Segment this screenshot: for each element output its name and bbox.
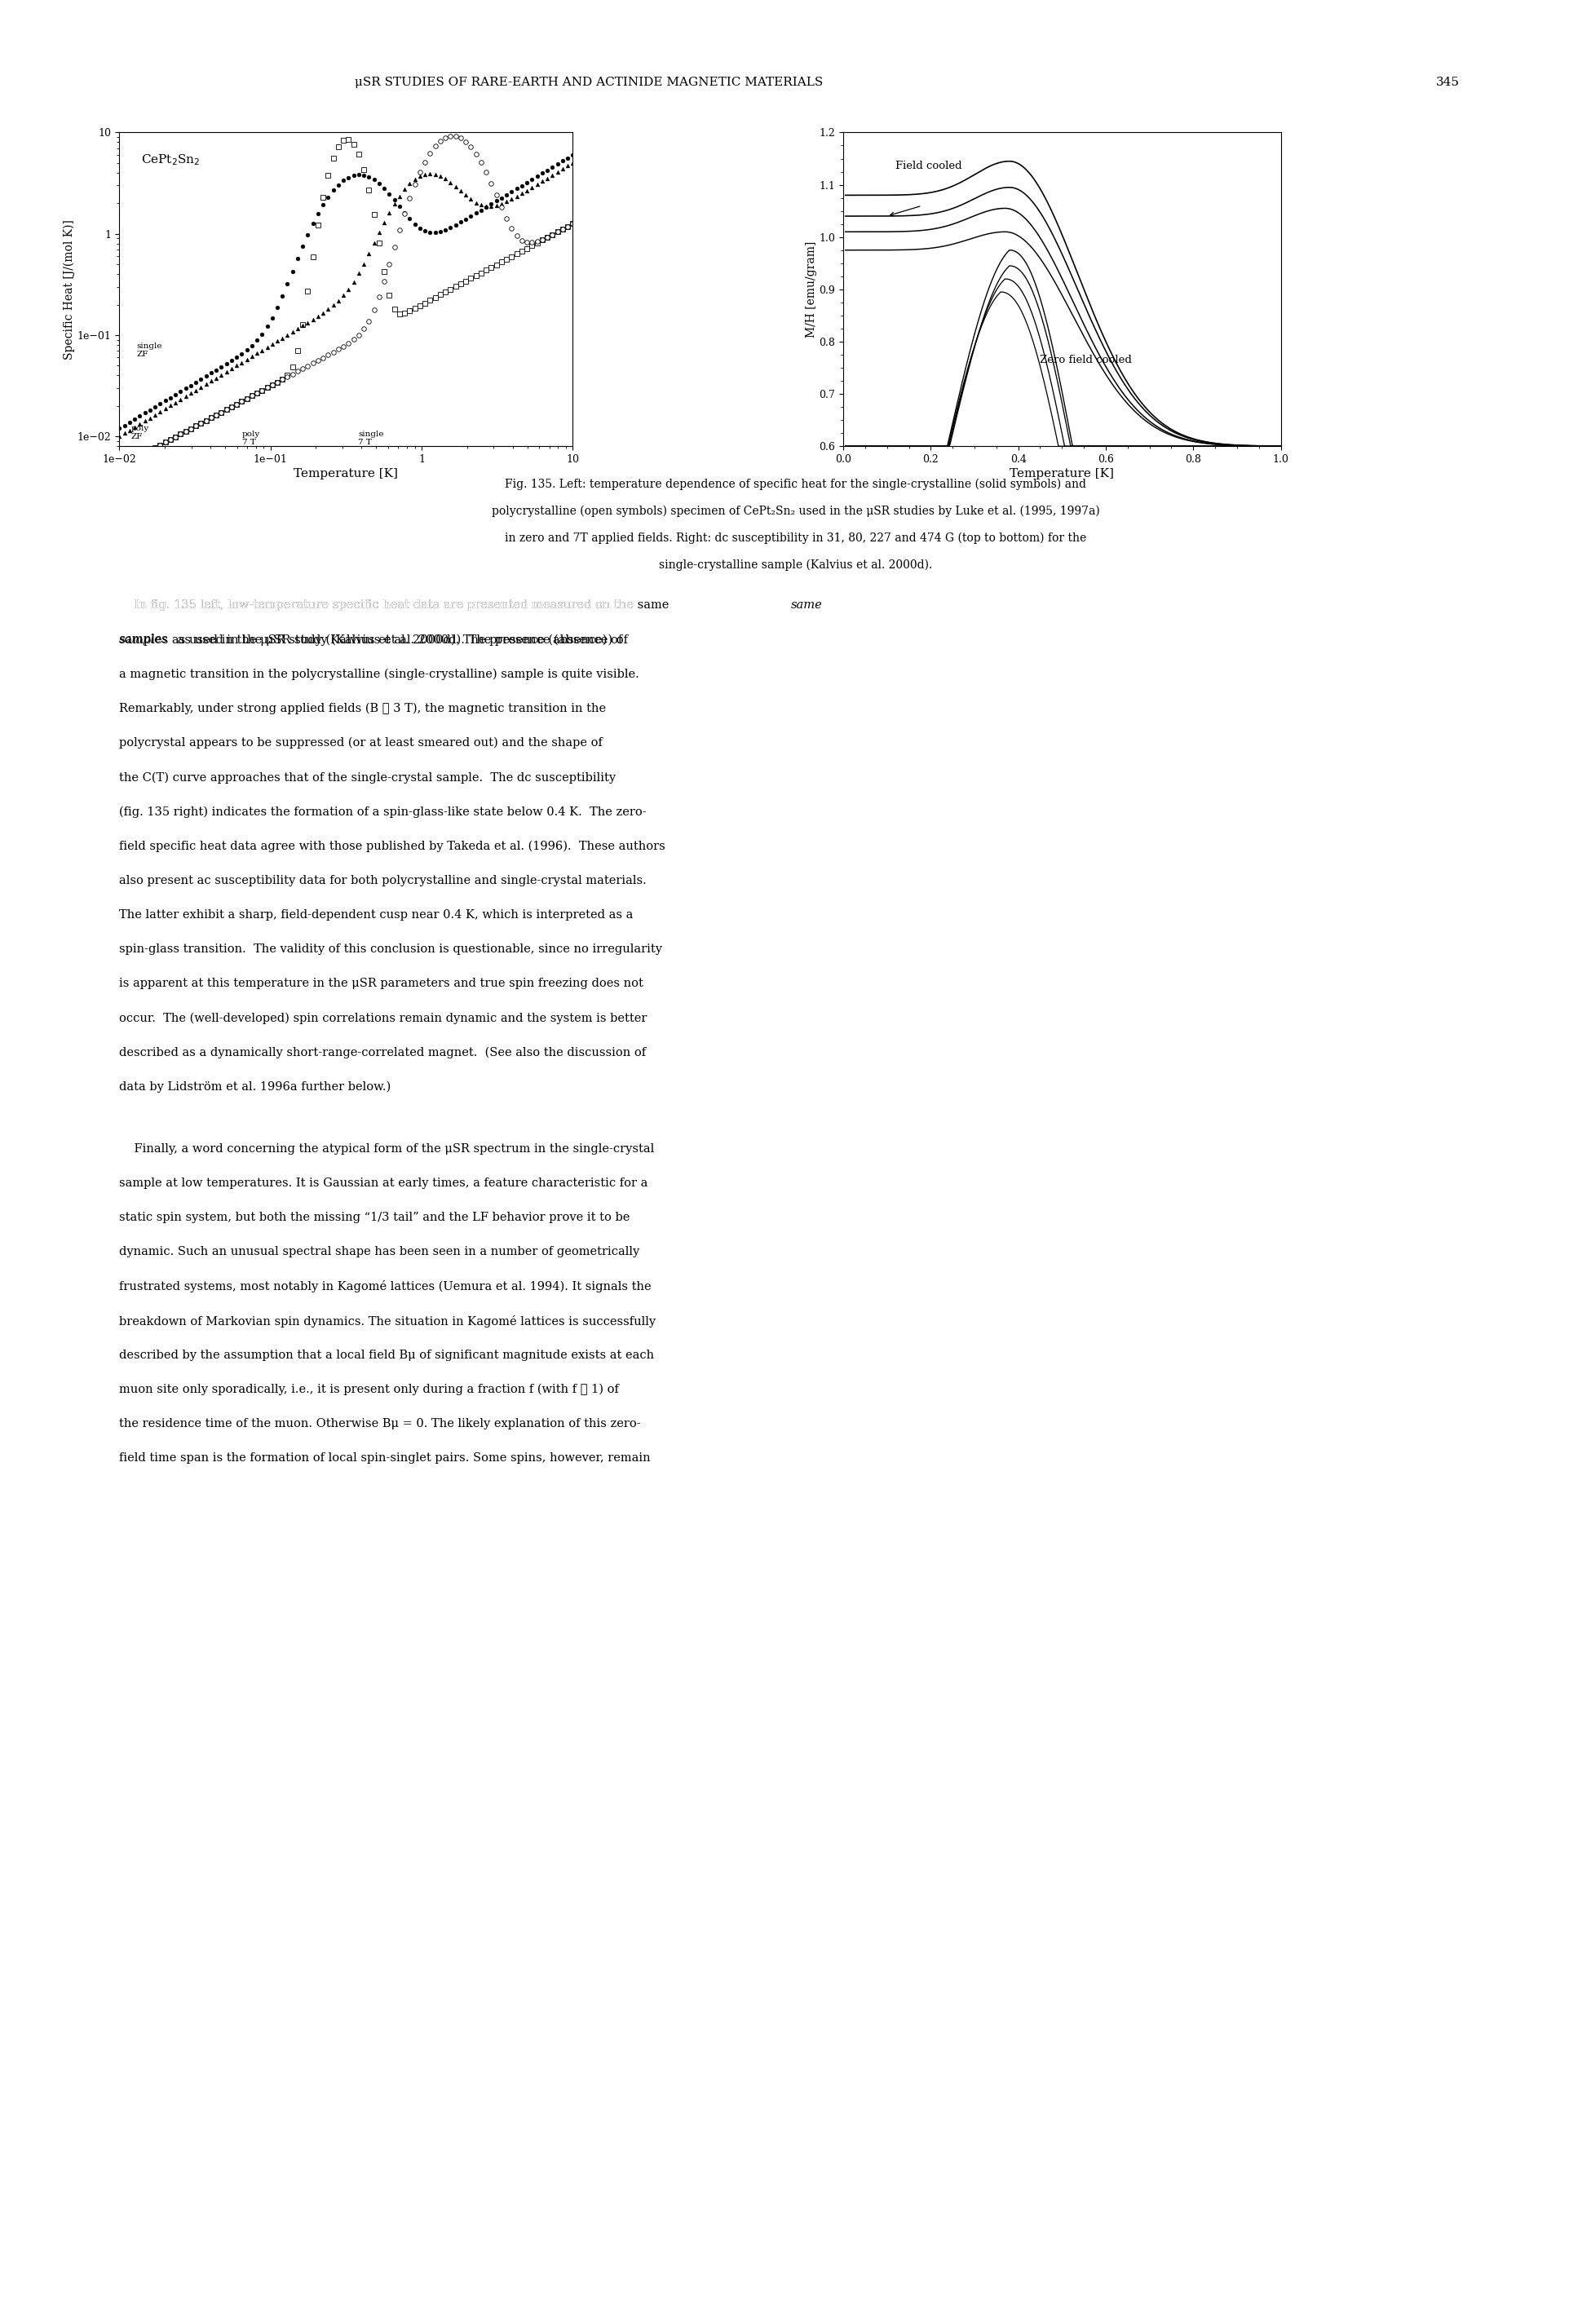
Text: Fig. 135. Left: temperature dependence of specific heat for the single-crystalli: Fig. 135. Left: temperature dependence o… xyxy=(504,479,1087,490)
Text: Remarkably, under strong applied fields (B ≧ 3 T), the magnetic transition in th: Remarkably, under strong applied fields … xyxy=(119,702,606,713)
Text: 345: 345 xyxy=(1437,77,1459,88)
Text: also present ac susceptibility data for both polycrystalline and single-crystal : also present ac susceptibility data for … xyxy=(119,874,646,885)
Text: μSR STUDIES OF RARE-EARTH AND ACTINIDE MAGNETIC MATERIALS: μSR STUDIES OF RARE-EARTH AND ACTINIDE M… xyxy=(355,77,823,88)
X-axis label: Temperature [K]: Temperature [K] xyxy=(294,467,398,479)
Text: frustrated systems, most notably in Kagomé lattices (Uemura et al. 1994). It sig: frustrated systems, most notably in Kago… xyxy=(119,1281,652,1292)
Text: polycrystal appears to be suppressed (or at least smeared out) and the shape of: polycrystal appears to be suppressed (or… xyxy=(119,737,603,748)
Text: poly
ZF: poly ZF xyxy=(132,425,150,442)
Text: field time span is the formation of local spin-singlet pairs. Some spins, howeve: field time span is the formation of loca… xyxy=(119,1452,651,1464)
Text: In fig. 135 left, low-temperature specific heat data are presented measured on t: In fig. 135 left, low-temperature specif… xyxy=(119,600,670,611)
Text: data by Lidström et al. 1996a further below.): data by Lidström et al. 1996a further be… xyxy=(119,1081,391,1092)
Text: occur.  The (well-developed) spin correlations remain dynamic and the system is : occur. The (well-developed) spin correla… xyxy=(119,1013,648,1025)
Text: samples as used in the μSR study (Kalvius et al. 2000d). The presence (absence) : samples as used in the μSR study (Kalviu… xyxy=(119,634,622,646)
Text: dynamic. Such an unusual spectral shape has been seen in a number of geometrical: dynamic. Such an unusual spectral shape … xyxy=(119,1246,640,1257)
Text: Finally, a word concerning the atypical form of the μSR spectrum in the single-c: Finally, a word concerning the atypical … xyxy=(119,1143,654,1155)
Text: single
7 T: single 7 T xyxy=(358,430,383,446)
Text: in zero and 7T applied fields. Right: dc susceptibility in 31, 80, 227 and 474 G: in zero and 7T applied fields. Right: dc… xyxy=(504,532,1087,544)
Text: poly
7 T: poly 7 T xyxy=(242,430,261,446)
Text: polycrystalline (open symbols) specimen of CePt₂Sn₂ used in the μSR studies by L: polycrystalline (open symbols) specimen … xyxy=(492,504,1099,518)
Text: a magnetic transition in the polycrystalline (single-crystalline) sample is quit: a magnetic transition in the polycrystal… xyxy=(119,669,640,681)
Text: described by the assumption that a local field Bμ of significant magnitude exist: described by the assumption that a local… xyxy=(119,1350,654,1362)
Y-axis label: M/H [emu/gram]: M/H [emu/gram] xyxy=(805,242,816,337)
Text: samples: samples xyxy=(119,634,169,646)
Text: CePt$_2$Sn$_2$: CePt$_2$Sn$_2$ xyxy=(142,153,200,167)
Text: static spin system, but both the missing “1/3 tail” and the LF behavior prove it: static spin system, but both the missing… xyxy=(119,1211,630,1222)
Text: is apparent at this temperature in the μSR parameters and true spin freezing doe: is apparent at this temperature in the μ… xyxy=(119,978,644,990)
Text: Field cooled: Field cooled xyxy=(896,160,963,172)
Text: The latter exhibit a sharp, field-dependent cusp near 0.4 K, which is interprete: The latter exhibit a sharp, field-depend… xyxy=(119,909,633,920)
Text: In fig. 135 left, low-temperature specific heat data are presented measured on t: In fig. 135 left, low-temperature specif… xyxy=(119,600,638,611)
Text: muon site only sporadically, i.e., it is present only during a fraction f (with : muon site only sporadically, i.e., it is… xyxy=(119,1383,619,1394)
Text: spin-glass transition.  The validity of this conclusion is questionable, since n: spin-glass transition. The validity of t… xyxy=(119,944,662,955)
Text: same: same xyxy=(791,600,823,611)
Text: described as a dynamically short-range-correlated magnet.  (See also the discuss: described as a dynamically short-range-c… xyxy=(119,1046,646,1057)
Text: sample at low temperatures. It is Gaussian at early times, a feature characteris: sample at low temperatures. It is Gaussi… xyxy=(119,1178,648,1190)
Text: breakdown of Markovian spin dynamics. The situation in Kagomé lattices is succes: breakdown of Markovian spin dynamics. Th… xyxy=(119,1315,655,1327)
Text: single
ZF: single ZF xyxy=(137,342,162,358)
X-axis label: Temperature [K]: Temperature [K] xyxy=(1010,467,1114,479)
Text: as used in the μSR study (Kalvius et al. 2000d). The presence (absence) of: as used in the μSR study (Kalvius et al.… xyxy=(173,634,627,646)
Text: single-crystalline sample (Kalvius et al. 2000d).: single-crystalline sample (Kalvius et al… xyxy=(659,558,932,572)
Text: the residence time of the muon. Otherwise Bμ = 0. The likely explanation of this: the residence time of the muon. Otherwis… xyxy=(119,1418,641,1429)
Text: Zero field cooled: Zero field cooled xyxy=(1041,353,1133,365)
Text: field specific heat data agree with those published by Takeda et al. (1996).  Th: field specific heat data agree with thos… xyxy=(119,841,665,853)
Y-axis label: Specific Heat [J/(mol K)]: Specific Heat [J/(mol K)] xyxy=(64,218,75,360)
Text: (fig. 135 right) indicates the formation of a spin-glass-like state below 0.4 K.: (fig. 135 right) indicates the formation… xyxy=(119,806,646,818)
Text: the C(T) curve approaches that of the single-crystal sample.  The dc susceptibil: the C(T) curve approaches that of the si… xyxy=(119,772,616,783)
